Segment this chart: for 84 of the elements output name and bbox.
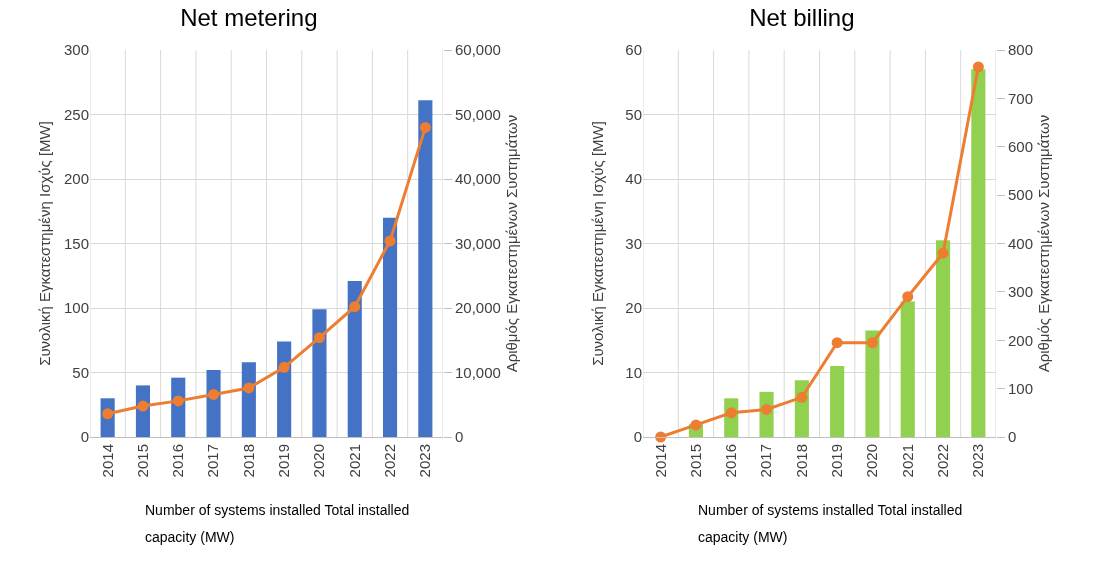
point (419, 121, 431, 133)
x-tick-label: 2018 (239, 444, 257, 478)
point (313, 332, 325, 344)
x-tick-label: 2023 (969, 444, 987, 478)
bar (900, 301, 915, 437)
chart-title: Net metering (180, 3, 318, 31)
bar (312, 309, 327, 437)
x-tick-label: 2014 (98, 444, 116, 478)
x-tick-label: 2021 (345, 444, 363, 478)
point (243, 382, 255, 394)
x-tick-label: 2016 (169, 444, 187, 478)
x-tick-label: 2019 (828, 444, 846, 478)
point (278, 361, 290, 373)
bar (971, 69, 986, 437)
y2-tick-label: 40,000 (455, 170, 501, 188)
x-tick-label: 2015 (686, 444, 704, 478)
y-axis-title: Συνολική Εγκατεστημένη Ισχύς [MW] (36, 121, 53, 366)
point (902, 291, 914, 303)
y2-tick-label: 600 (1008, 138, 1034, 155)
y-tick-label: 50 (72, 363, 89, 381)
point (690, 419, 702, 431)
y-axis-title: Συνολική Εγκατεστημένη Ισχύς [MW] (589, 121, 606, 366)
y2-axis-title: Αριθμός Εγκατεστημένων Συστημάτων (502, 114, 520, 373)
y2-tick-label: 200 (1008, 331, 1034, 349)
x-tick-label: 2014 (651, 444, 669, 478)
y-tick-label: 30 (625, 234, 642, 252)
y2-tick-label: 0 (1008, 428, 1017, 446)
x-tick-label: 2019 (275, 444, 293, 478)
point (796, 391, 808, 403)
y2-tick-label: 60,000 (455, 41, 501, 59)
y-tick-label: 250 (63, 105, 89, 123)
x-tick-label: 2020 (310, 444, 328, 478)
x-tick-label: 2023 (416, 444, 434, 478)
y2-tick-label: 100 (1008, 379, 1034, 397)
y-tick-label: 200 (63, 170, 89, 188)
point (172, 395, 184, 407)
y-tick-label: 0 (80, 428, 89, 446)
y2-tick-label: 700 (1008, 89, 1034, 107)
bar (277, 341, 292, 437)
text: Number of systems installed Total installed capacity (MW) (698, 501, 964, 547)
x-tick-label: 2015 (133, 444, 151, 478)
point (384, 235, 396, 247)
x-tick-label: 2017 (757, 444, 775, 478)
y-tick-label: 10 (625, 363, 642, 381)
y2-tick-label: 500 (1008, 186, 1034, 204)
point (972, 61, 984, 73)
bar (865, 330, 880, 437)
bar (935, 240, 951, 437)
x-tick-label: 2018 (792, 444, 810, 478)
y2-tick-label: 0 (455, 428, 464, 446)
point (937, 247, 949, 259)
y-tick-label: 20 (625, 299, 642, 317)
point (349, 301, 361, 313)
y-tick-label: 0 (633, 428, 642, 446)
y2-tick-label: 800 (1008, 41, 1034, 59)
chart-title: Net billing (749, 3, 855, 31)
y2-axis-title: Αριθμός Εγκατεστημένων Συστημάτων (1035, 114, 1053, 373)
x-tick-label: 2020 (863, 444, 881, 478)
y-tick-label: 50 (625, 105, 642, 123)
point (866, 337, 878, 349)
y-tick-label: 60 (625, 41, 642, 59)
y2-tick-label: 30,000 (455, 234, 501, 252)
text: Number of systems installed Total installed capacity (MW) (145, 501, 411, 547)
x-tick-label: 2021 (898, 444, 916, 478)
bar (241, 362, 256, 437)
y2-tick-label: 50,000 (455, 105, 501, 123)
x-tick-label: 2022 (380, 444, 398, 478)
y2-tick-label: 400 (1008, 234, 1034, 252)
y-tick-label: 300 (63, 41, 89, 59)
x-tick-label: 2017 (204, 444, 222, 478)
bar (382, 217, 398, 437)
point (137, 400, 149, 412)
point (831, 337, 843, 349)
x-tick-label: 2022 (933, 444, 951, 478)
bar (830, 366, 845, 437)
y2-tick-label: 300 (1008, 283, 1034, 301)
y2-tick-label: 10,000 (455, 363, 501, 381)
y-tick-label: 40 (625, 170, 642, 188)
bar (347, 280, 362, 437)
y-tick-label: 150 (63, 234, 89, 252)
x-tick-label: 2016 (722, 444, 740, 478)
bar (418, 100, 433, 437)
y2-tick-label: 20,000 (455, 299, 501, 317)
y-tick-label: 100 (63, 299, 89, 317)
